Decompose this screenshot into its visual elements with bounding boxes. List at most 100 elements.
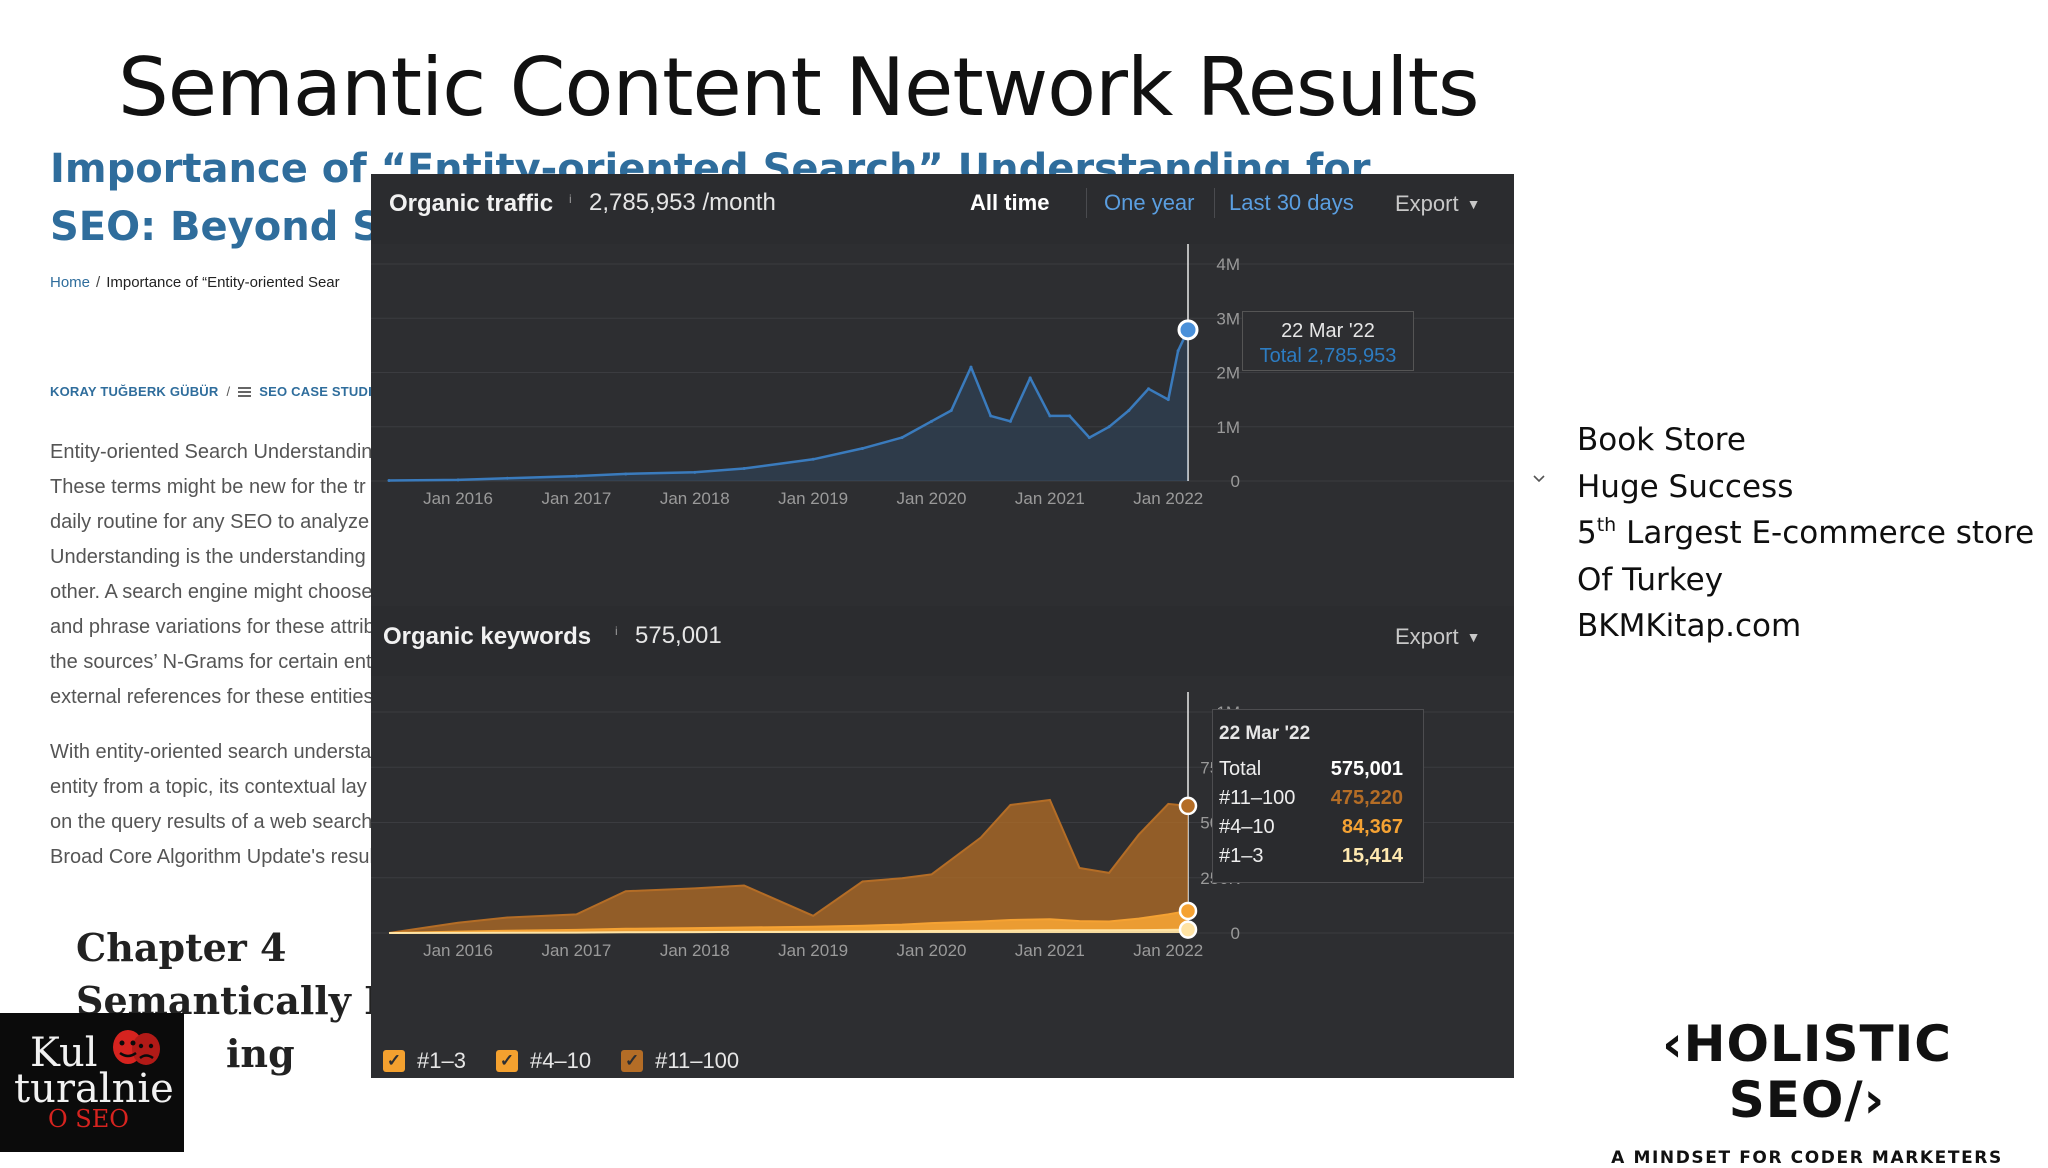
export-label: Export <box>1395 191 1459 216</box>
article-paragraph-2: With entity-oriented search understa ent… <box>50 735 374 875</box>
x-tick-label: Jan 2020 <box>897 489 967 508</box>
theatre-masks-icon <box>113 1030 160 1065</box>
chevron-down-icon <box>1533 475 1545 483</box>
text-line: Entity-oriented Search Understandin <box>50 441 373 463</box>
tooltip-row-value: 475,220 <box>1330 787 1403 809</box>
divider <box>1086 188 1087 218</box>
keywords-line-#4–10 <box>388 909 1189 934</box>
x-tick-label: Jan 2021 <box>1015 941 1085 960</box>
holistic-seo-logo: ‹HOLISTIC SEO/› A MINDSET FOR CODER MARK… <box>1597 1016 2017 1168</box>
ahrefs-overview-panel: Organic traffic i 2,785,953 /month All t… <box>371 174 1514 1078</box>
text-line: other. A search engine might choose <box>50 581 373 603</box>
tooltip-row: #4–10 84,367 <box>1213 813 1423 842</box>
text-line: Broad Core Algorithm Update's resul <box>50 846 374 868</box>
x-tick-label: Jan 2018 <box>660 941 730 960</box>
keywords-header: Organic keywords i 575,001 Export ▼ <box>371 606 1514 676</box>
info-icon[interactable]: i <box>569 192 572 206</box>
article-paragraph-1: Entity-oriented Search Understandin Thes… <box>50 435 380 715</box>
summary-line: Huge Success <box>1577 468 1794 505</box>
tooltip-row-value: 575,001 <box>1330 758 1403 780</box>
traffic-point <box>693 470 697 474</box>
logo-subtext: O SEO <box>48 1105 129 1133</box>
legend-toggle-11-100[interactable]: ✓ #11–100 <box>621 1048 739 1074</box>
tooltip-date: 22 Mar '22 <box>1281 320 1375 342</box>
traffic-export-button[interactable]: Export ▼ <box>1395 191 1480 217</box>
kulturalnie-logo: Kul turalnie O SEO <box>0 1013 184 1152</box>
traffic-point <box>900 436 904 440</box>
summary-line: BKMKitap.com <box>1577 608 1802 644</box>
traffic-point <box>969 365 973 369</box>
range-one-year-button[interactable]: One year <box>1104 190 1195 215</box>
divider <box>1214 188 1215 218</box>
slide-title: Semantic Content Network Results <box>118 41 1480 134</box>
y-tick-label: 3M <box>1216 309 1240 328</box>
tooltip-row: #11–100 475,220 <box>1213 784 1423 813</box>
traffic-point <box>505 476 509 480</box>
traffic-point <box>930 419 934 423</box>
traffic-point <box>624 472 628 476</box>
x-tick-label: Jan 2019 <box>778 489 848 508</box>
info-icon[interactable]: i <box>615 624 618 638</box>
range-all-time-button[interactable]: All time <box>970 190 1050 215</box>
keywords-line-#1–3 <box>388 928 1189 934</box>
author-link[interactable]: KORAY TUĞBERK GÜBÜR <box>50 384 219 399</box>
tooltip-row-label: Total <box>1219 758 1262 780</box>
traffic-point <box>989 414 993 418</box>
tooltip-row-label: #11–100 <box>1219 787 1296 809</box>
x-tick-label: Jan 2021 <box>1015 489 1085 508</box>
list-icon <box>238 387 252 397</box>
export-label: Export <box>1395 624 1459 649</box>
traffic-point <box>860 446 864 450</box>
text-line: on the query results of a web search <box>50 811 373 833</box>
rank-text: Largest E-commerce store <box>1616 515 2035 551</box>
results-summary: Book Store Huge Success 5th Largest E-co… <box>1577 417 2034 650</box>
traffic-point <box>574 474 578 478</box>
y-tick-label: 1M <box>1216 418 1240 437</box>
x-tick-label: Jan 2022 <box>1133 489 1203 508</box>
traffic-point <box>742 467 746 471</box>
keywords-export-button[interactable]: Export ▼ <box>1395 624 1480 650</box>
x-tick-label: Jan 2022 <box>1133 941 1203 960</box>
traffic-point <box>387 478 391 482</box>
traffic-tooltip: 22 Mar '22 Total 2,785,953 <box>1242 311 1414 371</box>
text-line: the sources’ N-Grams for certain ent <box>50 651 372 673</box>
tooltip-row-label: #4–10 <box>1219 816 1275 838</box>
traffic-title: Organic traffic <box>389 190 554 217</box>
rank-number: 5 <box>1577 515 1597 551</box>
text-line: external references for these entities <box>50 686 374 708</box>
legend-label: #4–10 <box>529 1048 592 1073</box>
y-tick-label: 2M <box>1216 364 1240 383</box>
caret-down-icon: ▼ <box>1466 629 1481 645</box>
x-tick-label: Jan 2017 <box>541 489 611 508</box>
traffic-hover-marker <box>1177 319 1199 341</box>
article-meta: KORAY TUĞBERK GÜBÜR / SEO CASE STUDI <box>50 384 372 399</box>
keywords-tooltip: 22 Mar '22 Total 575,001 #11–100 475,220 #… <box>1212 709 1424 883</box>
x-tick-label: Jan 2016 <box>423 489 493 508</box>
chapter-line: ing <box>226 1031 295 1076</box>
traffic-point <box>1176 349 1180 353</box>
legend-toggle-4-10[interactable]: ✓ #4–10 <box>495 1048 592 1074</box>
category-link[interactable]: SEO CASE STUDI <box>259 384 372 399</box>
traffic-point <box>1087 436 1091 440</box>
x-tick-label: Jan 2020 <box>897 941 967 960</box>
keywords-area-#11–100 <box>389 800 1188 933</box>
traffic-point <box>1028 376 1032 380</box>
checkbox-checked-icon: ✓ <box>495 1050 518 1072</box>
checkbox-checked-icon: ✓ <box>621 1050 644 1072</box>
summary-line: 5th Largest E-commerce store <box>1577 510 2034 557</box>
x-tick-label: Jan 2019 <box>778 941 848 960</box>
keywords-hover-marker <box>1178 920 1198 939</box>
traffic-value: 2,785,953 /month <box>589 189 776 216</box>
range-last-30-days-button[interactable]: Last 30 days <box>1229 190 1354 215</box>
legend-toggle-top3[interactable]: ✓ #1–3 <box>383 1048 466 1074</box>
logo-brand: ‹HOLISTIC SEO/› <box>1662 1015 1952 1129</box>
text-line: These terms might be new for the tr <box>50 476 366 498</box>
tooltip-row-label: #1–3 <box>1219 845 1264 867</box>
breadcrumb-home-link[interactable]: Home <box>50 274 91 291</box>
x-tick-label: Jan 2016 <box>423 941 493 960</box>
checkbox-checked-icon: ✓ <box>383 1050 405 1072</box>
organic-traffic-chart[interactable]: 0 1M 2M 3M 4M Jan 2016 Jan 2017 Jan 2018 Jan 201… <box>371 244 1514 544</box>
breadcrumb: Home / Importance of “Entity-oriented Sear <box>50 274 340 291</box>
tooltip-row: #1–3 15,414 <box>1213 842 1423 871</box>
